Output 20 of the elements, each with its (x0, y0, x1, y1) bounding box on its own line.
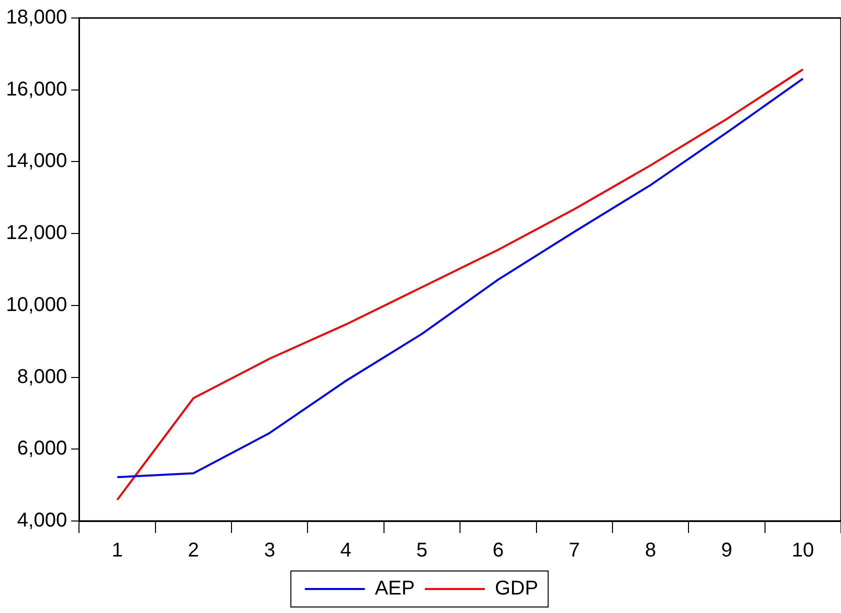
x-tick-label: 2 (188, 540, 200, 562)
x-tick-label: 10 (792, 540, 814, 562)
y-tick-label: 12,000 (6, 222, 68, 244)
legend-label: GDP (494, 578, 538, 600)
x-tick-label: 8 (644, 540, 656, 562)
x-tick-label: 3 (264, 540, 276, 562)
y-tick-label: 10,000 (6, 294, 68, 316)
y-tick-label: 18,000 (6, 6, 68, 29)
x-tick-label: 4 (340, 540, 352, 562)
y-tick-label: 14,000 (6, 150, 68, 172)
x-tick-label: 5 (416, 540, 428, 562)
x-tick-label: 6 (492, 540, 504, 562)
y-tick-label: 8,000 (17, 366, 68, 388)
x-tick-label: 7 (568, 540, 580, 562)
x-tick-label: 1 (112, 540, 123, 562)
legend-label: AEP (374, 578, 415, 600)
y-tick-label: 16,000 (6, 78, 68, 100)
y-tick-label: 4,000 (17, 510, 68, 532)
x-tick-label: 9 (721, 540, 732, 562)
y-tick-label: 6,000 (17, 438, 68, 460)
